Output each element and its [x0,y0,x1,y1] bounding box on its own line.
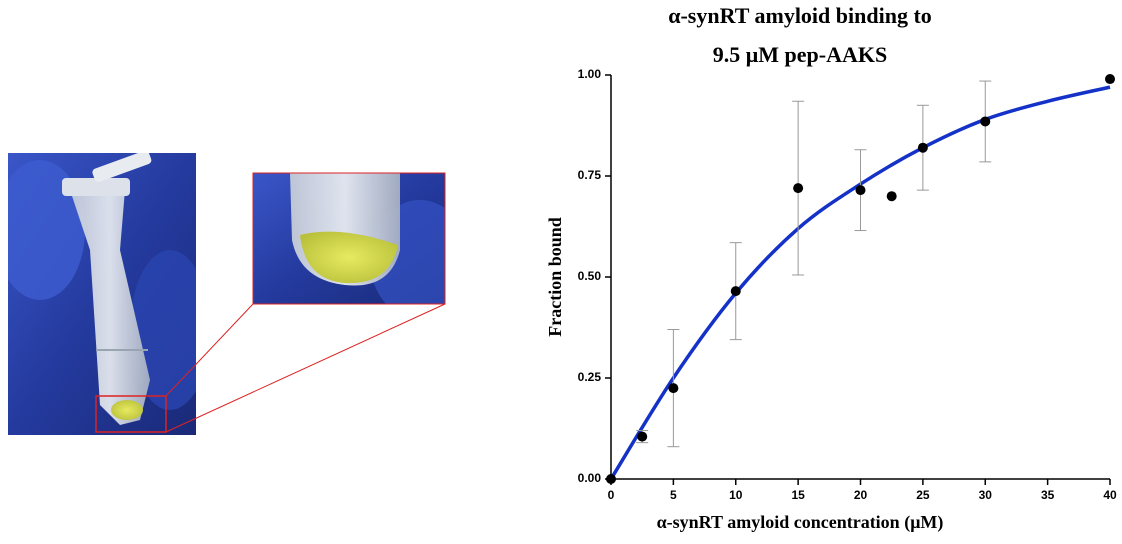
chart-title: α-synRT amyloid binding to [668,3,932,28]
data-point [606,474,616,484]
data-point [637,431,648,442]
zoom-line [165,303,446,433]
data-point [855,185,866,196]
y-axis-label: Fraction bound [545,217,565,337]
y-tick-label: 0.25 [578,370,602,384]
data-point [917,142,928,153]
x-tick-label: 15 [791,488,805,502]
zoom-line [165,303,254,397]
x-tick-label: 40 [1103,488,1117,502]
data-point [730,286,741,297]
x-tick-label: 30 [979,488,993,502]
fit-line [609,85,1111,480]
data-point [793,183,804,194]
x-tick-label: 5 [670,488,677,502]
data-point [980,116,991,127]
inset-photo [253,173,445,304]
y-tick-label: 0.50 [578,269,602,283]
x-tick-label: 25 [916,488,930,502]
x-tick-label: 0 [608,488,615,502]
x-axis-label: α-synRT amyloid concentration (μM) [657,512,944,533]
x-tick-label: 35 [1041,488,1055,502]
zoom-box [95,395,167,433]
x-tick-label: 10 [729,488,743,502]
y-tick-label: 0.75 [578,168,602,182]
data-point [1105,74,1115,85]
data-point [886,191,897,202]
inset-frame [252,172,446,305]
data-point [668,383,679,394]
chart-title: 9.5 μM pep-AAKS [713,42,887,67]
y-tick-label: 0.00 [578,471,602,485]
x-tick-label: 20 [854,488,868,502]
photo [8,153,196,435]
y-tick-label: 1.00 [578,67,602,81]
